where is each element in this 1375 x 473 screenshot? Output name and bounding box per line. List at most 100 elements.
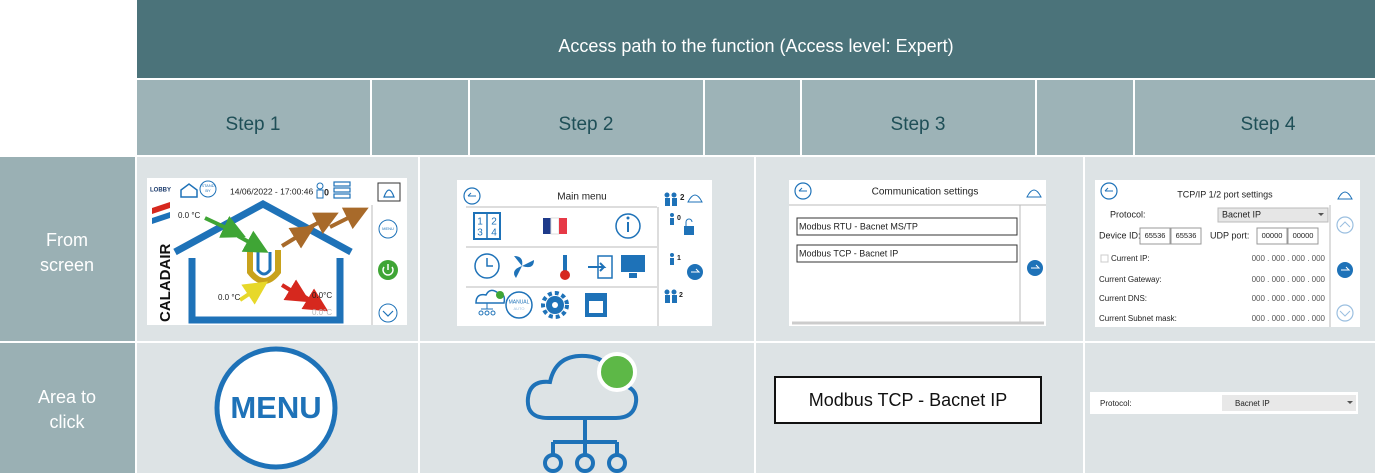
field-value: Bacnet IP [1235,399,1270,408]
screen-1-part [247,250,281,284]
screen-1-part [329,207,369,230]
screen-2-part [560,270,570,280]
screen-1-part [180,183,198,198]
table-grid-part [137,0,1375,78]
click-area-icons-part [551,420,619,454]
screen-2-part [691,268,701,273]
screen-3-part [1031,264,1041,269]
screen-1-part [333,181,351,187]
menu-label: MENU [230,390,321,425]
field-value: 000 . 000 . 000 . 000 [1252,294,1326,303]
screen-4-part [1100,254,1109,263]
screen-4-part [1336,304,1354,322]
auto-label: AUTO [513,306,524,311]
screen-2-part [672,295,677,303]
temperature: 0.0°C [312,308,332,317]
screen-1-part [256,252,272,276]
screen-2-part [541,291,569,319]
header-title: Access path to the function (Access leve… [558,36,953,56]
screen-2-part [552,302,558,308]
mode-label: BY [205,188,211,193]
field-value: 65536 [1176,231,1197,240]
screen-1-part [237,230,269,253]
screen-4-part [1100,182,1118,200]
screen-2-part [474,253,500,279]
screen-1-part [188,258,344,324]
screen-2-part [626,216,630,220]
table-grid-part [470,80,703,155]
screen-2-part [671,192,677,198]
screen-2-part [550,217,560,235]
screen-2-part [665,198,670,206]
screen-title: TCP/IP 1/2 port settings [1177,189,1273,199]
screen-1-part [152,202,170,214]
icon-digit: 4 [491,228,497,239]
click-area-icons-part [1222,395,1356,411]
field-value: 00000 [1293,231,1314,240]
click-area-icons-part [774,376,1042,424]
screen-2-part [478,310,484,316]
screen-4-part [1336,216,1354,234]
screen-2-part [665,295,670,303]
field-value: 000 . 000 . 000 . 000 [1252,275,1326,284]
table-grid-part [1135,80,1375,155]
screen-2-part [588,262,607,272]
datetime: 14/06/2022 - 17:00:46 [230,186,313,196]
screen-1-part [152,212,170,224]
table-grid-part [705,80,800,155]
occupancy-count: 2 [679,292,683,299]
screen-2-part [496,291,504,299]
temperature: 0.0 °C [218,293,241,302]
screen-3-part [1026,189,1042,198]
field-label: UDP port: [1210,230,1249,240]
screen-2 [457,180,712,326]
screen-1-part [377,182,401,202]
field-value: 65536 [1145,231,1166,240]
screen-4-part [1341,266,1351,271]
temperature: 0.0°C [312,291,332,300]
screen-4-part [1318,213,1324,216]
screen-3 [789,180,1046,326]
field-label: Device ID: [1099,230,1141,240]
field-value: 000 . 000 . 000 . 000 [1252,314,1326,323]
screen-4-part [1095,180,1360,327]
screen-4-part [1170,227,1202,245]
screen-2-part [670,253,674,257]
mode-label: STAND [201,183,214,188]
screen-2-part [475,289,506,304]
screen-4-part [1339,221,1351,228]
screen-1-part [378,303,398,323]
screen-1-part [199,180,217,198]
field-label: Protocol: [1110,209,1146,219]
screen-2-part [559,218,567,234]
screen-1-part [280,225,316,249]
field-value: 00000 [1262,231,1283,240]
screen-1-part [382,310,394,317]
screen-4-part [1337,191,1353,200]
click-area-icons-part [607,453,627,473]
row-label: From [46,230,88,250]
screen-2-part [481,303,493,310]
screen-1-part [383,189,395,198]
table-grid-part [1037,80,1133,155]
screen-2-part [486,258,493,267]
click-area-icons-part [597,352,637,392]
table-grid-part [802,80,1035,155]
option-label: Modbus TCP - Bacnet IP [809,390,1007,410]
occupancy-count: 1 [677,255,681,262]
screen-1-part [378,219,398,239]
screen-3-part [796,244,1018,263]
icon-digit: 3 [477,228,483,239]
step-label: Step 4 [1241,114,1296,135]
screen-2-part [621,255,645,272]
row-label: Area to [38,387,96,407]
screen-4-part [1256,227,1288,245]
screen-1-part [316,182,324,190]
screen-2-part [664,192,670,198]
click-area-icons-part [575,453,595,473]
screen-2-part [672,198,677,206]
table-grid-part [137,80,370,155]
screen-2-part [685,218,693,226]
screen-1-part [238,281,268,305]
click-area-icons-part [214,346,338,470]
